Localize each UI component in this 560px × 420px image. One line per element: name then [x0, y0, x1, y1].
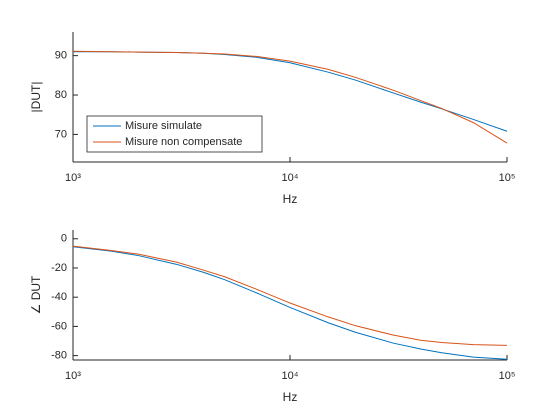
x-tick-label: 10³ [65, 370, 81, 382]
x-axis-label: Hz [283, 390, 298, 404]
y-tick-label: 90 [55, 50, 67, 62]
y-tick-label: -40 [51, 291, 67, 303]
y-tick-label: -80 [51, 350, 67, 362]
series-line [72, 246, 508, 360]
y-tick-label: 70 [55, 128, 67, 140]
y-tick-label: -20 [51, 262, 67, 274]
x-tick-label: 10⁵ [499, 172, 516, 184]
x-tick-label: 10⁴ [282, 172, 299, 184]
series-line [72, 245, 508, 346]
x-tick-label: 10³ [65, 172, 81, 184]
legend-label: Misure non compensate [125, 136, 242, 148]
y-tick-label: 0 [61, 233, 67, 245]
y-tick-label: -60 [51, 320, 67, 332]
x-axis-label: Hz [283, 192, 298, 206]
legend-box [86, 115, 263, 153]
legend-label: Misure simulate [125, 120, 202, 132]
y-axis-label: |DUT| [29, 82, 43, 113]
y-axis-label: ∠ DUT [29, 275, 43, 314]
x-tick-label: 10⁴ [282, 370, 299, 382]
y-tick-label: 80 [55, 89, 67, 101]
series-line [72, 50, 508, 144]
x-tick-label: 10⁵ [499, 370, 516, 382]
